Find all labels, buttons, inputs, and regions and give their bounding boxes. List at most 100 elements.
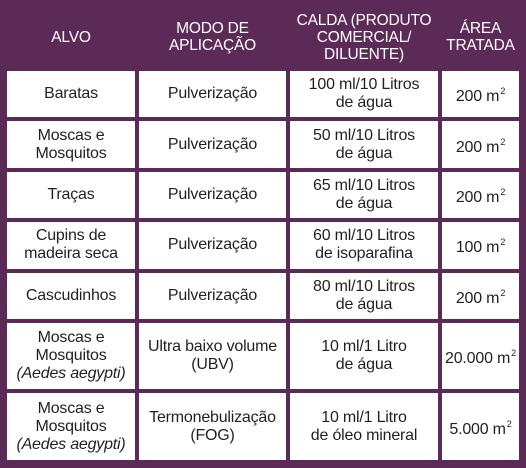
cell-area: 5.000 m2 [442,393,519,460]
area-value: 200 m [455,188,500,206]
calda-text: de água [335,144,393,162]
cell-modo: Ultra baixo volume (UBV) [139,322,286,390]
alvo-text: Cascudinhos [25,286,117,304]
cell-calda: 100 ml/10 Litros de água [290,71,438,118]
modo-text: Termonebulização [149,408,276,426]
modo-text: Pulverização [167,286,258,304]
cell-modo: Pulverização [139,171,286,219]
cell-calda: 60 ml/10 Litros de isoparafina [290,222,438,269]
alvo-text: Mosquitos [35,144,107,162]
header-alvo: ALVO [7,7,135,67]
header-calda: CALDA (PRODUTO COMERCIAL/ DILUENTE) [290,7,438,67]
calda-text: 65 ml/10 Litros [313,176,415,194]
cell-modo: Termonebulização (FOG) [139,393,286,460]
table-row: Cascudinhos Pulverização 80 ml/10 Litros de… [7,272,519,319]
cell-alvo: Traças [7,171,135,219]
cell-calda: 80 ml/10 Litros de água [290,272,438,319]
modo-text: Pulverização [167,85,258,103]
cell-area: 200 m2 [442,272,519,319]
area-exponent: 2 [500,86,506,97]
cell-alvo: Cascudinhos [7,272,135,319]
area-exponent: 2 [500,237,506,248]
area-value: 5.000 m [449,420,506,438]
alvo-text: Moscas e [37,329,105,347]
cell-modo: Pulverização [139,71,286,118]
calda-text: de óleo mineral [310,426,418,444]
table-body: Baratas Pulverização 100 ml/10 Litros de ág… [7,71,519,460]
alvo-scientific-name: (Aedes aegypti) [16,435,126,453]
header-modo-line: MODO DE [176,20,249,37]
calda-text: 50 ml/10 Litros [313,126,415,144]
area-value: 20.000 m [445,350,511,368]
table-header-row: ALVO MODO DE APLICAÇÃO CALDA (PRODUTO CO… [7,7,519,67]
header-area-line: ÁREA [459,20,502,37]
modo-text: (UBV) [191,356,234,374]
calda-text: 80 ml/10 Litros [313,277,415,295]
alvo-text: Moscas e [37,126,105,144]
table-row: Moscas e Mosquitos Pulverização 50 ml/10 Li… [7,121,519,168]
modo-text: Pulverização [167,135,258,153]
header-area-line: TRATADA [446,37,515,54]
calda-text: de isoparafina [315,245,413,263]
cell-alvo: Moscas e Mosquitos [7,121,135,168]
header-alvo-line: ALVO [51,28,91,46]
calda-text: 10 ml/1 Litro [321,338,407,356]
modo-text: Pulverização [167,236,258,254]
cell-calda: 10 ml/1 Litro de água [290,322,438,390]
area-exponent: 2 [500,136,506,147]
modo-text: (FOG) [190,426,235,444]
cell-calda: 10 ml/1 Litro de óleo mineral [290,393,438,460]
cell-alvo: Moscas e Mosquitos (Aedes aegypti) [7,322,135,390]
alvo-text: Baratas [44,85,98,103]
modo-text: Ultra baixo volume [148,338,277,356]
calda-text: de água [335,194,393,212]
calda-text: de água [335,295,393,313]
cell-area: 100 m2 [442,222,519,269]
alvo-text: Moscas e [37,399,105,417]
alvo-text: madeira seca [24,245,118,263]
alvo-text: Cupins de [35,227,107,245]
alvo-text: Mosquitos [35,417,107,435]
calda-text: 60 ml/10 Litros [313,227,415,245]
calda-text: 10 ml/1 Litro [321,408,407,426]
area-value: 200 m [455,138,500,156]
area-value: 200 m [455,88,500,106]
table-row: Moscas e Mosquitos (Aedes aegypti) Ultra ba… [7,322,519,390]
calda-text: 100 ml/10 Litros [308,76,420,94]
cell-area: 200 m2 [442,71,519,118]
cell-alvo: Moscas e Mosquitos (Aedes aegypti) [7,393,135,460]
area-exponent: 2 [506,418,512,429]
header-area-tratada: ÁREA TRATADA [442,7,519,67]
cell-area: 200 m2 [442,121,519,168]
area-exponent: 2 [500,287,506,298]
header-calda-line: CALDA (PRODUTO [296,11,432,29]
table-row: Baratas Pulverização 100 ml/10 Litros de ág… [7,71,519,118]
modo-text: Pulverização [167,185,258,203]
header-modo-de-aplicacao: MODO DE APLICAÇÃO [139,7,286,67]
table-row: Moscas e Mosquitos (Aedes aegypti) Termoneb… [7,393,519,460]
area-exponent: 2 [500,186,506,197]
header-calda-line: DILUENTE) [323,45,404,63]
area-value: 200 m [455,289,500,307]
cell-alvo: Cupins de madeira seca [7,222,135,269]
cell-modo: Pulverização [139,121,286,168]
cell-calda: 65 ml/10 Litros de água [290,171,438,219]
cell-calda: 50 ml/10 Litros de água [290,121,438,168]
cell-modo: Pulverização [139,222,286,269]
cell-modo: Pulverização [139,272,286,319]
calda-text: de água [335,356,393,374]
application-table: ALVO MODO DE APLICAÇÃO CALDA (PRODUTO CO… [3,3,523,464]
header-modo-line: APLICAÇÃO [169,37,256,54]
cell-area: 200 m2 [442,171,519,219]
table-row: Traças Pulverização 65 ml/10 Litros de água… [7,171,519,219]
header-calda-line: COMERCIAL/ [316,28,412,46]
area-exponent: 2 [511,348,516,359]
calda-text: de água [335,94,393,112]
table-row: Cupins de madeira seca Pulverização 60 ml/1… [7,222,519,269]
alvo-text: Traças [47,185,95,203]
alvo-text: Mosquitos [35,347,107,365]
cell-alvo: Baratas [7,71,135,118]
cell-area: 20.000 m2 [442,322,519,390]
area-value: 100 m [455,239,500,257]
